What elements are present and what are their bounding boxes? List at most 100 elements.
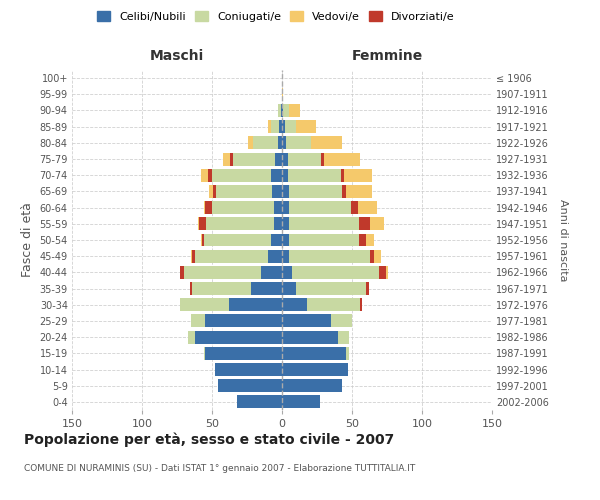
Bar (282, 314, 331, 328)
Bar (366, 234, 374, 246)
Bar (287, 152, 321, 166)
Bar (361, 298, 362, 311)
Bar (278, 104, 281, 117)
Bar (289, 250, 370, 262)
Y-axis label: Anni di nascita: Anni di nascita (559, 198, 568, 281)
Bar (324, 152, 361, 166)
Text: COMUNE DI NURAMINIS (SU) - Dati ISTAT 1° gennaio 2007 - Elaborazione TUTTITALIA.: COMUNE DI NURAMINIS (SU) - Dati ISTAT 1°… (24, 464, 415, 473)
Bar (268, 120, 271, 133)
Bar (191, 250, 193, 262)
Bar (195, 330, 282, 344)
Bar (218, 379, 282, 392)
Bar (311, 136, 342, 149)
Y-axis label: Fasce di età: Fasce di età (21, 202, 34, 278)
Bar (205, 347, 282, 360)
Bar (205, 314, 282, 328)
Bar (198, 218, 199, 230)
Bar (251, 282, 282, 295)
Bar (331, 314, 352, 328)
Text: Femmine: Femmine (352, 49, 422, 63)
Bar (233, 152, 275, 166)
Bar (223, 152, 230, 166)
Bar (292, 266, 379, 279)
Bar (203, 347, 205, 360)
Bar (203, 234, 271, 246)
Bar (359, 218, 370, 230)
Bar (287, 169, 341, 181)
Bar (289, 218, 359, 230)
Bar (282, 218, 289, 230)
Bar (282, 379, 342, 392)
Bar (282, 169, 287, 181)
Bar (180, 266, 184, 279)
Text: Maschi: Maschi (150, 49, 204, 63)
Bar (180, 298, 229, 311)
Bar (230, 152, 233, 166)
Bar (282, 396, 320, 408)
Bar (359, 234, 366, 246)
Bar (237, 396, 282, 408)
Bar (370, 250, 374, 262)
Bar (289, 104, 300, 117)
Bar (274, 218, 282, 230)
Bar (215, 363, 282, 376)
Bar (282, 330, 338, 344)
Bar (296, 282, 366, 295)
Text: Popolazione per età, sesso e stato civile - 2007: Popolazione per età, sesso e stato civil… (24, 432, 394, 447)
Bar (282, 266, 292, 279)
Bar (350, 201, 358, 214)
Bar (268, 250, 282, 262)
Bar (271, 234, 282, 246)
Bar (282, 363, 348, 376)
Bar (370, 218, 384, 230)
Bar (321, 152, 324, 166)
Bar (248, 136, 253, 149)
Bar (282, 120, 285, 133)
Bar (341, 169, 344, 181)
Bar (206, 218, 274, 230)
Bar (282, 185, 289, 198)
Bar (209, 185, 214, 198)
Bar (271, 169, 282, 181)
Bar (342, 185, 346, 198)
Bar (289, 201, 350, 214)
Bar (307, 298, 361, 311)
Bar (285, 120, 296, 133)
Bar (282, 201, 289, 214)
Bar (229, 298, 282, 311)
Bar (199, 218, 206, 230)
Bar (282, 104, 283, 117)
Bar (271, 120, 279, 133)
Bar (366, 282, 369, 295)
Bar (282, 136, 286, 149)
Bar (214, 185, 216, 198)
Bar (281, 104, 282, 117)
Bar (272, 185, 282, 198)
Bar (374, 250, 382, 262)
Bar (282, 152, 287, 166)
Bar (193, 282, 251, 295)
Bar (282, 234, 289, 246)
Bar (282, 250, 289, 262)
Bar (338, 330, 349, 344)
Bar (216, 185, 272, 198)
Bar (379, 266, 386, 279)
Bar (289, 185, 342, 198)
Bar (203, 201, 205, 214)
Bar (282, 282, 296, 295)
Bar (184, 266, 261, 279)
Bar (202, 234, 203, 246)
Bar (282, 88, 283, 101)
Bar (188, 330, 195, 344)
Bar (212, 201, 274, 214)
Bar (212, 169, 271, 181)
Bar (274, 201, 282, 214)
Bar (346, 347, 349, 360)
Bar (275, 152, 282, 166)
Bar (201, 169, 208, 181)
Bar (282, 298, 307, 311)
Bar (253, 136, 278, 149)
Bar (286, 136, 311, 149)
Bar (344, 169, 371, 181)
Bar (193, 250, 195, 262)
